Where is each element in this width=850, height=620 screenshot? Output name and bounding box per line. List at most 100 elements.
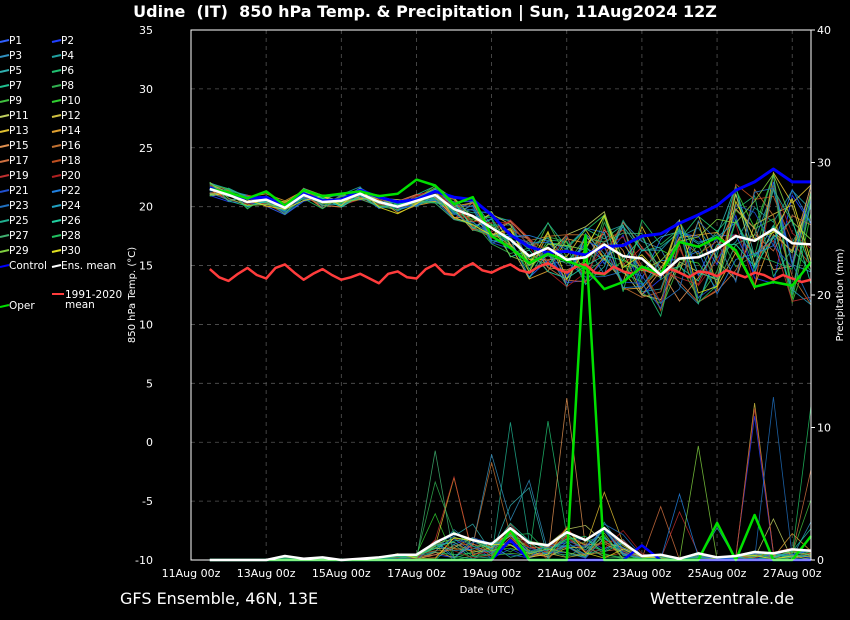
legend-swatch [51, 189, 62, 193]
y-tick-label: 30 [139, 83, 153, 96]
legend-swatch [0, 144, 10, 148]
legend-label: P4 [61, 50, 74, 62]
legend-label: Control [9, 260, 47, 272]
legend-label: Oper [9, 300, 35, 312]
y-tick-label: -5 [142, 495, 153, 508]
y2-tick-label: 0 [817, 554, 824, 567]
legend-swatch [51, 159, 62, 163]
y-tick-label: 0 [146, 436, 153, 449]
legend-label: P11 [9, 110, 29, 122]
legend-swatch [51, 99, 62, 103]
legend-label: P23 [9, 200, 29, 212]
legend-swatch [51, 69, 62, 73]
legend-swatch [0, 249, 10, 253]
legend-label: P17 [9, 155, 29, 167]
legend-swatch [0, 204, 10, 208]
legend-swatch [51, 219, 62, 223]
legend-swatch [51, 234, 62, 238]
y-tick-label: 5 [146, 377, 153, 390]
member-precip-line [209, 416, 812, 561]
legend-label: P7 [9, 80, 22, 92]
legend-swatch [0, 39, 10, 43]
legend-label: 1991-2020 mean [65, 289, 122, 311]
legend-swatch [0, 174, 10, 178]
legend-label: P20 [61, 170, 81, 182]
member-precip-line [209, 454, 812, 561]
legend-swatch [0, 264, 10, 268]
y2-tick-label: 40 [817, 24, 831, 37]
legend-swatch [51, 84, 62, 88]
legend-label: P9 [9, 95, 22, 107]
grid [190, 29, 811, 561]
plot-frame [190, 29, 812, 561]
legend-label: P15 [9, 140, 29, 152]
ens-mean-precip-line [209, 526, 812, 562]
legend-swatch [51, 204, 62, 208]
x-tick-label: 23Aug 00z [613, 567, 672, 580]
legend-swatch [0, 84, 10, 88]
member-precip-line [209, 469, 812, 561]
x-tick-label: 21Aug 00z [537, 567, 596, 580]
legend-swatch [51, 264, 62, 268]
legend-swatch [51, 249, 62, 253]
legend-label: P3 [9, 50, 22, 62]
y2-tick-label: 30 [817, 157, 831, 170]
x-tick-label: 17Aug 00z [387, 567, 446, 580]
legend-label: P12 [61, 110, 81, 122]
legend-swatch [0, 189, 10, 193]
y-tick-label: 15 [139, 260, 153, 273]
y-tick-label: -10 [135, 554, 153, 567]
member-precipitation-lines [209, 396, 812, 561]
y-tick-label: 35 [139, 24, 153, 37]
x-tick-label: 27Aug 00z [763, 567, 822, 580]
legend-label: P10 [61, 95, 81, 107]
x-axis-ticks: 11Aug 00z 13Aug 00z 15Aug 00z 17Aug 00z 19Au… [162, 567, 822, 580]
legend-label: P24 [61, 200, 81, 212]
y-axis-label: 850 hPa Temp. (°C) [127, 247, 138, 343]
legend-label: P16 [61, 140, 81, 152]
legend-label: P13 [9, 125, 29, 137]
legend-label: P2 [61, 35, 74, 47]
legend-label: P21 [9, 185, 29, 197]
legend-label: P8 [61, 80, 74, 92]
legend-label: P26 [61, 215, 81, 227]
legend-label: P28 [61, 230, 81, 242]
legend-swatch [51, 144, 62, 148]
y-tick-label: 25 [139, 142, 153, 155]
legend-swatch [0, 69, 10, 73]
legend-swatch [51, 39, 62, 43]
legend-label: P19 [9, 170, 29, 182]
legend-label: P29 [9, 245, 29, 257]
legend-swatch [0, 159, 10, 163]
legend-swatch [0, 54, 10, 58]
member-precip-line [209, 405, 812, 561]
x-tick-label: 25Aug 00z [688, 567, 747, 580]
legend-swatch [51, 54, 62, 58]
legend-swatch [51, 174, 62, 178]
footer-site-label: Wetterzentrale.de [650, 589, 795, 608]
ens-mean-temp-line [209, 187, 812, 277]
legend-swatch [0, 304, 10, 308]
climate-mean-line [208, 261, 812, 285]
legend-swatch [0, 234, 10, 238]
y-axis-ticks: -10 -5 0 5 10 15 20 25 30 35 [135, 24, 153, 567]
oper-temp-line [209, 178, 812, 291]
oper-precip-line [209, 234, 812, 562]
legend-label: P5 [9, 65, 22, 77]
legend-swatch [0, 114, 10, 118]
chart-title: Udine (IT) 850 hPa Temp. & Precipitation… [133, 2, 717, 21]
x-tick-label: 13Aug 00z [237, 567, 296, 580]
y-tick-label: 20 [139, 201, 153, 214]
legend-label: P25 [9, 215, 29, 227]
legend-swatch [0, 99, 10, 103]
x-axis-label: Date (UTC) [460, 585, 515, 596]
legend-label: P14 [61, 125, 81, 137]
legend-swatch [51, 114, 62, 118]
y2-axis-label: Precipitation (mm) [835, 248, 846, 341]
legend-label: P18 [61, 155, 81, 167]
legend-swatch [51, 129, 62, 133]
legend-label: P22 [61, 185, 81, 197]
y2-axis-ticks: 0 10 20 30 40 [811, 24, 831, 567]
x-tick-label: 15Aug 00z [312, 567, 371, 580]
